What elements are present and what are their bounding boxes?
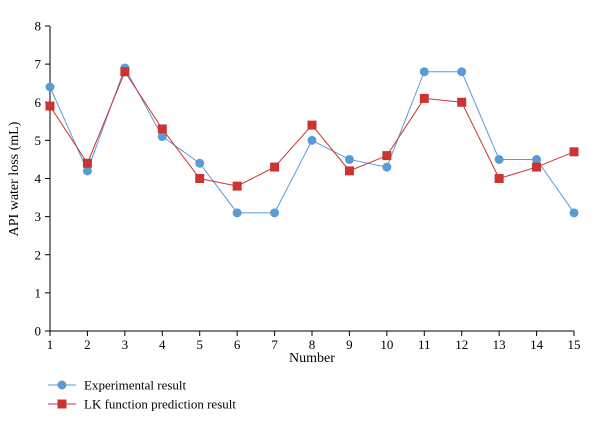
legend-marker-circle <box>57 380 67 390</box>
legend-item: Experimental result <box>48 378 187 393</box>
data-point-square <box>270 162 280 172</box>
data-point-circle <box>494 154 504 164</box>
data-point-circle <box>344 154 354 164</box>
y-tick-label: 5 <box>35 133 42 148</box>
data-point-square <box>232 181 242 191</box>
x-axis-title: Number <box>289 351 335 366</box>
data-point-circle <box>307 135 317 145</box>
data-point-circle <box>457 67 467 77</box>
series-experimental <box>45 63 579 218</box>
data-point-square <box>494 174 504 183</box>
x-tick-label: 13 <box>493 337 506 352</box>
legend-label: LK function prediction result <box>84 397 236 412</box>
y-tick-label: 1 <box>35 285 42 300</box>
x-tick-label: 4 <box>159 337 166 352</box>
y-ticks: 0 1 2 3 4 5 6 7 8 <box>35 19 50 339</box>
x-tick-label: 9 <box>346 337 353 352</box>
y-axis: 0 1 2 3 4 5 6 7 8 API water loss (mL) <box>7 19 51 339</box>
y-tick-label: 0 <box>35 324 42 339</box>
data-point-circle <box>569 208 579 218</box>
series-layer <box>45 63 579 218</box>
x-tick-label: 14 <box>530 337 544 352</box>
data-point-square <box>157 124 167 134</box>
data-point-square <box>307 120 317 130</box>
y-tick-label: 4 <box>35 171 42 186</box>
x-tick-label: 7 <box>271 337 278 352</box>
data-point-square <box>120 67 130 77</box>
x-tick-label: 11 <box>418 337 431 352</box>
data-point-square <box>532 162 542 172</box>
data-point-circle <box>270 208 280 218</box>
x-ticks: 1 2 3 4 5 6 7 8 9 10 11 12 13 14 15 <box>47 331 581 352</box>
x-tick-label: 10 <box>380 337 393 352</box>
series-prediction <box>45 67 579 191</box>
data-point-square <box>82 158 92 168</box>
data-point-square <box>344 166 354 176</box>
data-point-circle <box>195 158 205 168</box>
data-point-square <box>419 93 429 103</box>
y-axis-title: API water loss (mL) <box>7 121 22 236</box>
legend-label: Experimental result <box>84 378 187 393</box>
data-point-circle <box>232 208 242 218</box>
data-point-square <box>45 101 55 111</box>
data-point-circle <box>419 67 429 77</box>
y-tick-label: 6 <box>35 95 42 110</box>
data-point-circle <box>82 166 92 176</box>
x-axis: 1 2 3 4 5 6 7 8 9 10 11 12 13 14 15 Number <box>47 330 581 366</box>
x-tick-label: 5 <box>196 337 203 352</box>
data-point-circle <box>45 82 55 92</box>
x-tick-label: 6 <box>234 337 241 352</box>
legend-marker-square <box>57 399 67 409</box>
y-tick-label: 3 <box>35 209 42 224</box>
x-tick-label: 15 <box>568 337 581 352</box>
y-tick-label: 2 <box>35 247 42 262</box>
x-tick-label: 12 <box>455 337 468 352</box>
x-tick-label: 8 <box>309 337 316 352</box>
x-tick-label: 2 <box>84 337 91 352</box>
x-tick-label: 1 <box>47 337 54 352</box>
data-point-square <box>457 97 467 107</box>
data-point-square <box>382 151 392 161</box>
data-point-square <box>569 147 579 157</box>
data-point-circle <box>382 162 392 172</box>
legend-item: LK function prediction result <box>48 397 236 412</box>
data-point-square <box>195 174 205 183</box>
legend: Experimental result LK function predictio… <box>48 378 236 412</box>
y-tick-label: 8 <box>35 19 42 34</box>
x-tick-label: 3 <box>122 337 129 352</box>
data-point-circle <box>157 132 167 142</box>
y-tick-label: 7 <box>35 57 42 72</box>
data-point-circle <box>532 154 542 164</box>
